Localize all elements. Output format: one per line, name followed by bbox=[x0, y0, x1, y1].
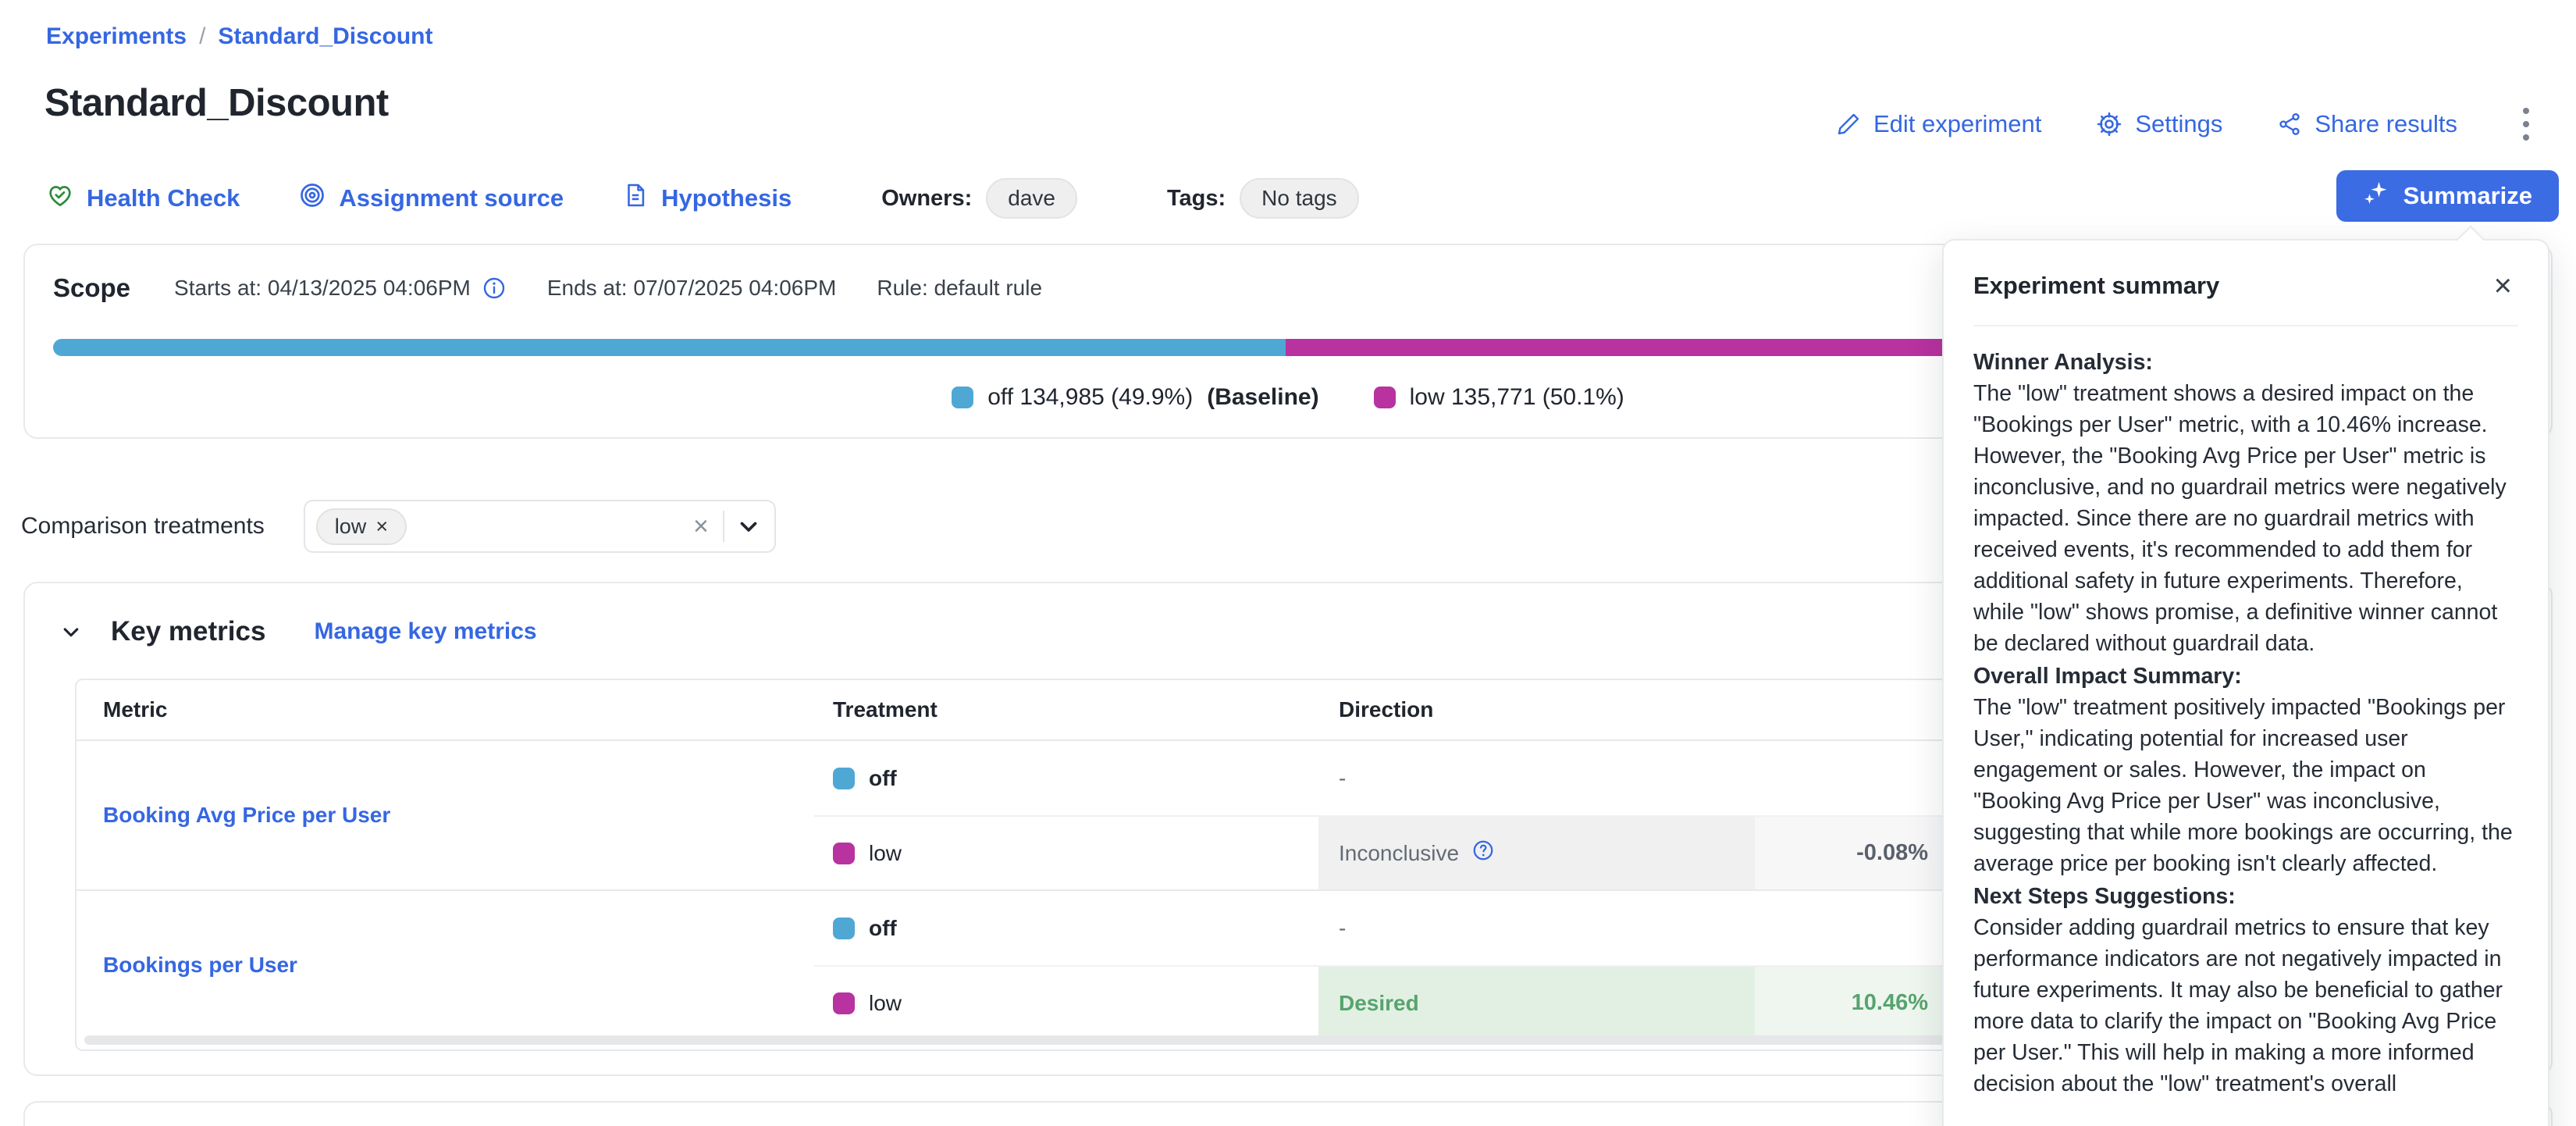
off-swatch bbox=[833, 917, 855, 939]
more-options-button[interactable] bbox=[2512, 100, 2540, 148]
tags-label: Tags: bbox=[1166, 185, 1226, 211]
legend-item-low: low 135,771 (50.1%) bbox=[1373, 384, 1624, 411]
treatment-subrow: off - bbox=[814, 891, 2500, 965]
section-body: Consider adding guardrail metrics to ens… bbox=[1973, 915, 2503, 1096]
settings-button[interactable]: Settings bbox=[2096, 110, 2222, 138]
legend-off-text: off 134,985 (49.9%) bbox=[987, 384, 1194, 410]
settings-label: Settings bbox=[2135, 110, 2223, 137]
delta-value: 10.46% bbox=[1755, 967, 1950, 1039]
page-title: Standard_Discount bbox=[44, 82, 389, 124]
share-results-label: Share results bbox=[2314, 110, 2457, 137]
scope-starts-at: Starts at: 04/13/2025 04:06PM bbox=[174, 276, 471, 300]
panel-caret bbox=[2456, 225, 2485, 255]
meta-row: Health Check Assignment source Hypothesi… bbox=[46, 178, 1359, 219]
treatment-label: off bbox=[869, 915, 897, 940]
info-icon[interactable] bbox=[482, 276, 507, 301]
pencil-icon bbox=[1836, 112, 1861, 137]
heart-check-icon bbox=[46, 181, 74, 216]
bullseye-icon bbox=[298, 181, 326, 216]
allocation-segment-off bbox=[53, 339, 1286, 356]
metric-link-bookings-per-user[interactable]: Bookings per User bbox=[103, 953, 297, 977]
treatment-label: off bbox=[869, 765, 897, 790]
summarize-label: Summarize bbox=[2403, 182, 2532, 209]
scope-rule: Rule: default rule bbox=[877, 276, 1043, 300]
legend-baseline-text: (Baseline) bbox=[1207, 384, 1319, 410]
breadcrumb-current-link[interactable]: Standard_Discount bbox=[218, 23, 433, 49]
allocation-bar bbox=[53, 339, 2523, 356]
section-body: The "low" treatment positively impacted … bbox=[1973, 695, 2513, 876]
section-heading: Overall Impact Summary: bbox=[1973, 664, 2242, 689]
low-swatch bbox=[1373, 387, 1396, 408]
off-swatch bbox=[952, 387, 974, 408]
header-actions: Edit experiment Settings Share results bbox=[1836, 100, 2540, 148]
direction-value: - bbox=[1339, 765, 1347, 790]
comparison-treatments-select[interactable]: low × × bbox=[303, 500, 776, 553]
panel-title: Experiment summary bbox=[1973, 272, 2220, 299]
assignment-source-label: Assignment source bbox=[339, 184, 564, 212]
edit-experiment-button[interactable]: Edit experiment bbox=[1836, 110, 2041, 138]
table-header: Metric Treatment Direction bbox=[76, 680, 2500, 741]
breadcrumb-experiments-link[interactable]: Experiments bbox=[46, 23, 187, 49]
treatment-label: low bbox=[869, 840, 902, 865]
owner-chip[interactable]: dave bbox=[986, 178, 1077, 219]
direction-value: Desired bbox=[1339, 990, 1419, 1015]
hypothesis-label: Hypothesis bbox=[661, 184, 792, 212]
metric-link-booking-avg-price[interactable]: Booking Avg Price per User bbox=[103, 803, 391, 827]
health-check-link[interactable]: Health Check bbox=[46, 181, 240, 216]
panel-body: Winner Analysis: The "low" treatment sho… bbox=[1973, 326, 2518, 1099]
column-header-metric: Metric bbox=[103, 697, 168, 722]
tags-chip[interactable]: No tags bbox=[1240, 178, 1359, 219]
table-horizontal-scrollbar[interactable] bbox=[84, 1035, 2348, 1045]
column-header-treatment: Treatment bbox=[833, 697, 938, 722]
manage-key-metrics-link[interactable]: Manage key metrics bbox=[314, 618, 537, 644]
low-swatch bbox=[833, 842, 855, 864]
direction-badge-inconclusive: Inconclusive bbox=[1318, 817, 1755, 889]
direction-value: - bbox=[1339, 915, 1347, 940]
legend-item-off: off 134,985 (49.9%) (Baseline) bbox=[952, 384, 1319, 411]
delta-value: -0.08% bbox=[1755, 817, 1950, 889]
hypothesis-link[interactable]: Hypothesis bbox=[622, 182, 792, 215]
column-header-direction: Direction bbox=[1339, 697, 1434, 722]
off-swatch bbox=[833, 767, 855, 789]
experiment-summary-panel: Experiment summary × Winner Analysis: Th… bbox=[1942, 225, 2549, 1126]
breadcrumb-separator: / bbox=[199, 23, 206, 49]
allocation-legend: off 134,985 (49.9%) (Baseline) low 135,7… bbox=[25, 384, 2551, 411]
scope-title: Scope bbox=[53, 273, 131, 302]
low-swatch bbox=[833, 992, 855, 1014]
comparison-row: Comparison treatments low × × bbox=[21, 500, 776, 553]
breadcrumb: Experiments / Standard_Discount bbox=[46, 23, 432, 50]
direction-value: Inconclusive bbox=[1339, 840, 1460, 865]
gear-icon bbox=[2096, 111, 2122, 137]
assignment-source-link[interactable]: Assignment source bbox=[298, 181, 564, 216]
treatment-label: low bbox=[869, 990, 902, 1015]
treatment-chip-label: low bbox=[334, 514, 367, 538]
sparkles-icon bbox=[2363, 180, 2389, 212]
key-metrics-title: Key metrics bbox=[111, 616, 266, 647]
help-icon[interactable] bbox=[1471, 839, 1495, 868]
direction-badge-desired: Desired bbox=[1318, 967, 1755, 1039]
treatment-chip-low[interactable]: low × bbox=[315, 508, 407, 545]
section-body: The "low" treatment shows a desired impa… bbox=[1973, 381, 2507, 656]
close-icon[interactable]: × bbox=[2493, 269, 2512, 303]
scope-ends-at: Ends at: 07/07/2025 04:06PM bbox=[546, 276, 837, 300]
chevron-down-icon[interactable] bbox=[735, 513, 762, 540]
treatment-subrow: off - bbox=[814, 741, 2500, 815]
collapse-chevron-icon[interactable] bbox=[58, 618, 84, 645]
health-check-label: Health Check bbox=[87, 184, 240, 212]
edit-experiment-label: Edit experiment bbox=[1873, 110, 2042, 137]
select-clear-icon[interactable]: × bbox=[692, 511, 709, 541]
legend-low-text: low 135,771 (50.1%) bbox=[1409, 384, 1624, 410]
chip-remove-icon[interactable]: × bbox=[375, 514, 389, 538]
owners-label: Owners: bbox=[881, 185, 973, 211]
comparison-label: Comparison treatments bbox=[21, 513, 265, 539]
section-heading: Next Steps Suggestions: bbox=[1973, 884, 2236, 909]
share-results-button[interactable]: Share results bbox=[2277, 110, 2457, 138]
document-icon bbox=[622, 182, 649, 215]
section-heading: Winner Analysis: bbox=[1973, 350, 2153, 375]
summarize-button[interactable]: Summarize bbox=[2336, 170, 2559, 222]
share-icon bbox=[2277, 112, 2302, 137]
